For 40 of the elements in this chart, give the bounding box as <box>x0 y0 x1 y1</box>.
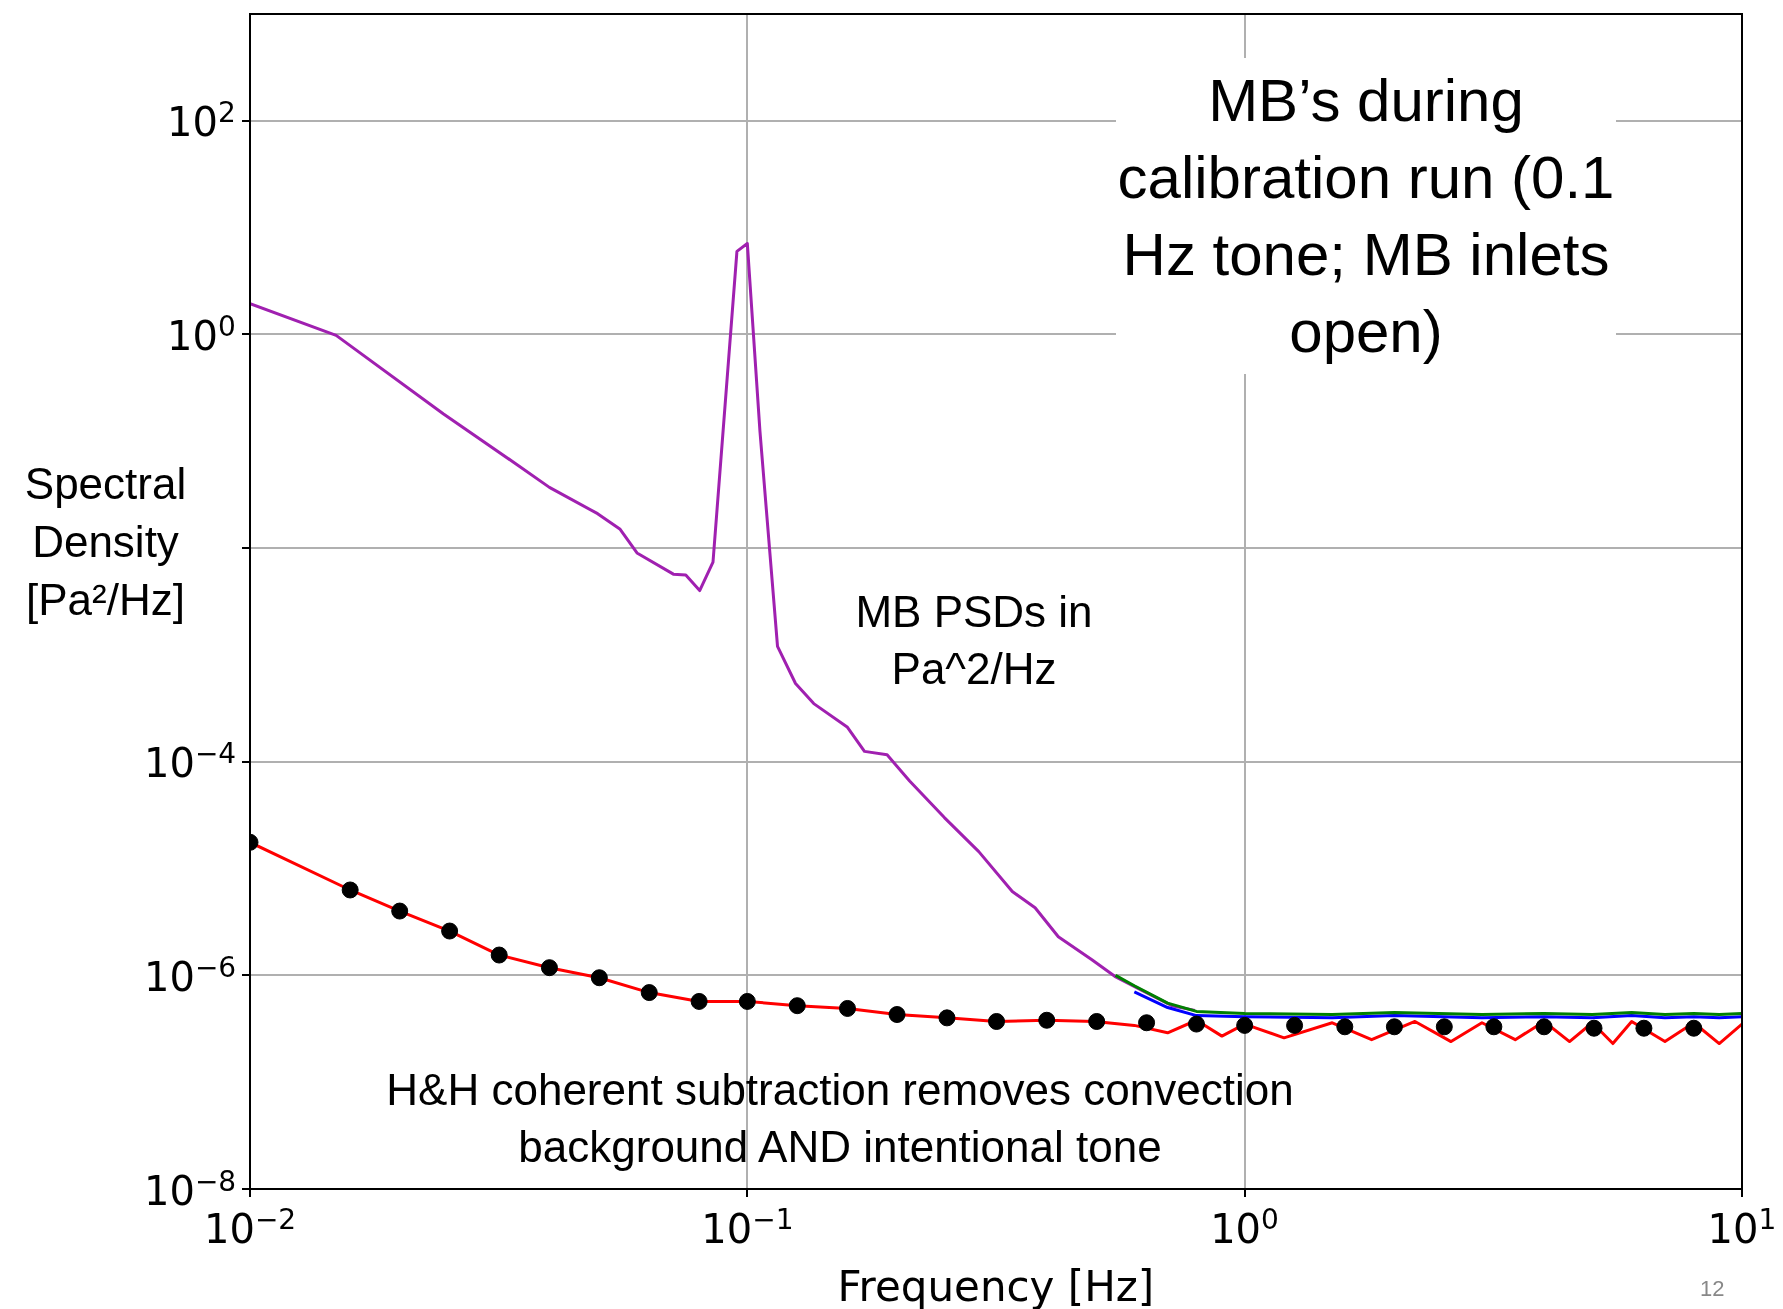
point <box>391 902 409 920</box>
point <box>1138 1014 1156 1032</box>
point <box>341 881 359 899</box>
point <box>1435 1018 1453 1036</box>
annotation: MB’s during calibration run (0.1 Hz tone; MB inlets open) <box>1116 58 1616 374</box>
point <box>690 992 708 1010</box>
point <box>441 922 459 940</box>
point <box>1336 1018 1354 1036</box>
annotation: H&H coherent subtraction removes convection background AND intentional tone <box>385 1064 1295 1173</box>
point <box>1635 1019 1653 1037</box>
y-axis-title: Spectral Density [Pa²/Hz] <box>23 458 188 626</box>
point <box>1535 1018 1553 1036</box>
point <box>1286 1016 1304 1034</box>
point <box>839 999 856 1017</box>
point <box>1187 1015 1205 1033</box>
point <box>1038 1011 1056 1029</box>
y-tick-label: 10$^{−6}$ <box>144 950 237 1001</box>
point <box>540 959 558 977</box>
point <box>1385 1018 1403 1036</box>
x-tick-label: 10$^{1}$ <box>1707 1203 1777 1253</box>
x-tick-label: 10$^{0}$ <box>1210 1203 1279 1253</box>
y-tick-label: 10$^{−4}$ <box>144 737 237 787</box>
point <box>1236 1016 1254 1034</box>
x-tick-label: 10$^{−1}$ <box>701 1203 794 1253</box>
point <box>888 1006 906 1024</box>
point <box>738 992 756 1010</box>
y-tick-label: 10$^{0}$ <box>167 309 236 360</box>
point <box>988 1012 1006 1030</box>
annotation: MB PSDs in Pa^2/Hz <box>854 586 1094 695</box>
point <box>490 946 508 964</box>
point <box>1485 1018 1503 1036</box>
point <box>1685 1019 1703 1037</box>
point <box>1585 1019 1603 1037</box>
point <box>590 969 608 987</box>
y-tick-label: 10$^{2}$ <box>167 96 236 146</box>
text: 12 <box>1700 1276 1725 1302</box>
point <box>640 984 658 1002</box>
point <box>788 997 806 1015</box>
point <box>938 1009 956 1027</box>
point <box>1088 1012 1106 1030</box>
